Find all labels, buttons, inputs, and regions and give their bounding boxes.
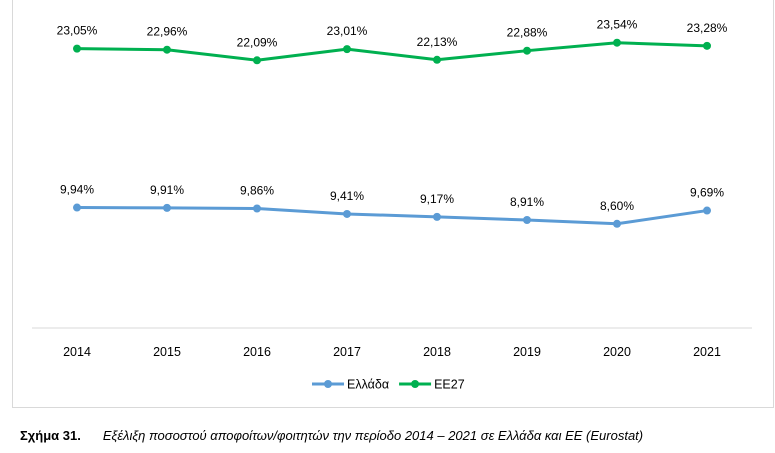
data-point [253,56,261,65]
data-point [613,219,621,228]
data-point [523,46,531,55]
legend-marker-0 [324,380,332,388]
data-point [433,55,441,64]
data-point [613,38,621,47]
data-point [343,45,351,54]
legend-marker-1 [411,380,420,388]
caption-text: Εξέλιξη ποσοστού αποφοίτων/φοιτητών την … [102,428,644,443]
legend-label: Ελλάδα [347,378,389,392]
data-point [163,203,171,212]
data-label: 9,17% [420,192,454,206]
data-label: 9,69% [690,186,724,200]
data-label: 22,88% [507,26,548,40]
caption-number: Σχήμα 31. [20,428,81,443]
data-label: 22,13% [417,35,458,49]
series-line-0 [76,206,708,226]
data-label: 23,01% [327,24,368,38]
data-point [433,212,441,221]
chart-frame [12,0,774,408]
data-label: 23,05% [57,24,98,38]
data-point [253,204,261,213]
data-point [73,203,81,212]
x-tick-label: 2021 [693,345,721,359]
figure-caption: Σχήμα 31. Εξέλιξη ποσοστού αποφοίτων/φοιτ… [20,428,643,443]
data-point [703,41,711,50]
data-label: 8,91% [510,195,544,209]
data-point [343,209,351,218]
x-tick-label: 2020 [603,345,631,359]
x-tick-label: 2014 [63,345,91,359]
data-label: 22,96% [147,25,188,39]
x-tick-label: 2018 [423,345,451,359]
data-label: 23,28% [687,21,728,35]
series-line-1 [76,41,708,62]
data-point [73,44,81,53]
x-tick-label: 2017 [333,345,361,359]
data-label: 9,91% [150,183,184,197]
line-chart: 2014 2015 2016 2017 2018 2019 2020 2021 9,94% 9,9… [32,18,752,392]
x-tick-label: 2016 [243,345,271,359]
data-label: 9,86% [240,183,274,197]
data-label: 8,60% [600,199,634,213]
data-label: 9,41% [330,189,364,203]
x-tick-label: 2019 [513,345,541,359]
data-point [523,216,531,225]
legend-label: ΕΕ27 [434,378,465,392]
data-label: 23,54% [597,18,638,32]
data-point [703,206,711,215]
data-point [163,45,171,54]
data-label: 9,94% [60,183,94,197]
data-label: 22,09% [237,35,278,49]
x-tick-label: 2015 [153,345,181,359]
